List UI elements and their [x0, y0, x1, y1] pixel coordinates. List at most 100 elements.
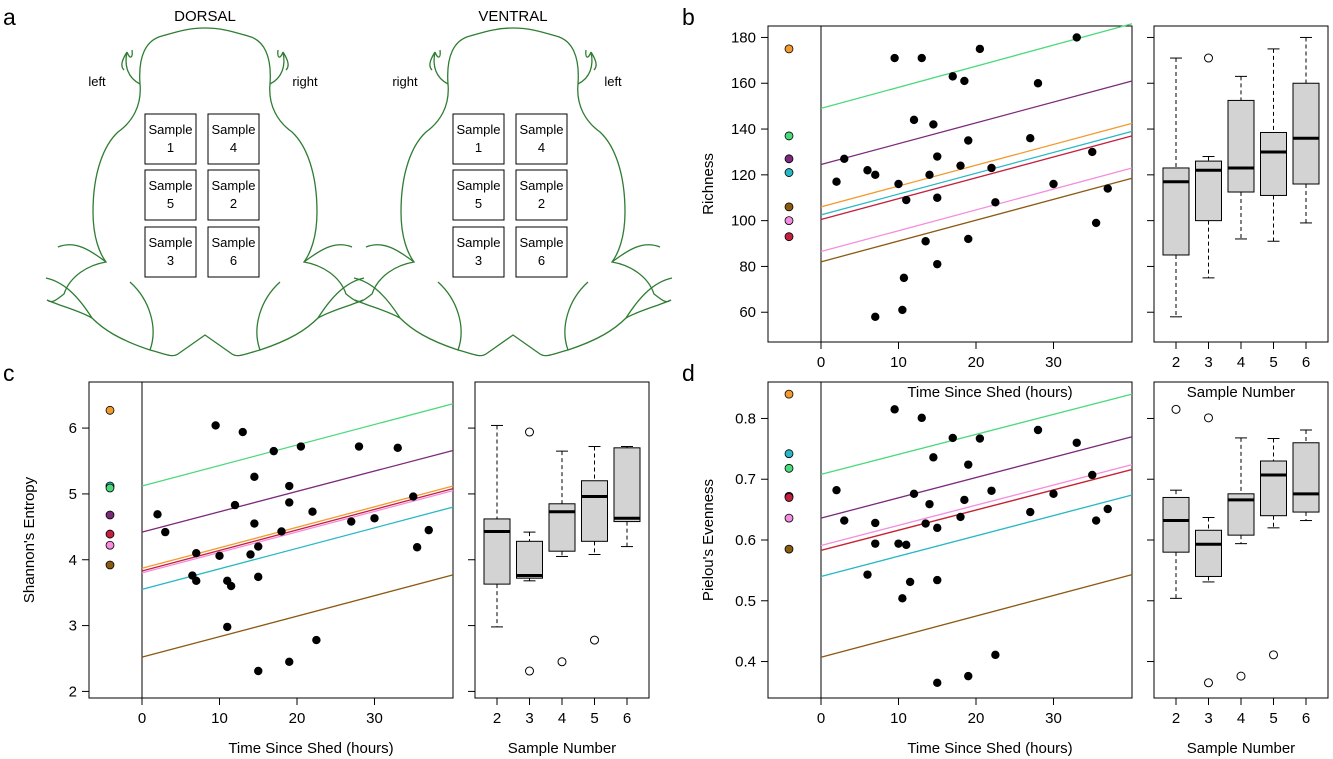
- sample-box-number: 4: [538, 140, 545, 155]
- y-tick-label: 0.7: [735, 471, 756, 488]
- x-tick-label: 20: [968, 710, 985, 727]
- outlier-point: [525, 427, 534, 437]
- data-point: [192, 548, 201, 558]
- y-tick-label: 2: [69, 683, 77, 700]
- data-point: [871, 170, 880, 180]
- data-point: [964, 460, 973, 469]
- data-point: [215, 551, 224, 560]
- intercept-point-red: [105, 529, 115, 539]
- boxplot-sample-6: [1292, 429, 1320, 522]
- sample-box-word: Sample: [519, 122, 563, 137]
- frog-body-outline-dorsal: [46, 27, 364, 357]
- regression-line-red: [820, 135, 1133, 221]
- intercept-point-green: [105, 483, 115, 493]
- sample-box-frame: [452, 113, 505, 165]
- intercept-point-purple: [784, 154, 794, 164]
- data-point: [964, 136, 973, 145]
- data-point: [960, 495, 969, 505]
- sample-box-number: 1: [475, 140, 482, 155]
- boxplot-sample-4: [548, 450, 576, 667]
- intercept-point-purple: [105, 510, 115, 520]
- left-forelimb-dorsal: [121, 49, 141, 85]
- sample-box-word: Sample: [456, 235, 500, 250]
- y-tick-label: 0.8: [735, 410, 756, 427]
- intercept-point-brown: [784, 202, 794, 212]
- data-point: [933, 575, 942, 585]
- data-point: [1049, 179, 1058, 189]
- data-point: [890, 405, 899, 414]
- data-point: [948, 72, 957, 81]
- data-point: [909, 115, 919, 125]
- data-point: [1088, 470, 1097, 480]
- data-point: [917, 53, 926, 63]
- data-point: [960, 76, 969, 86]
- regression-line-purple: [820, 80, 1133, 166]
- data-point: [226, 581, 236, 591]
- sample-box-frame: [515, 169, 568, 221]
- x-tick-label: 20: [289, 710, 306, 727]
- data-point: [223, 622, 232, 632]
- sample-box-frame: [515, 113, 568, 165]
- sample-box-ventral-1: Sample 1: [452, 113, 505, 165]
- sample-box-dorsal-4: Sample 4: [207, 113, 260, 165]
- data-point: [871, 518, 880, 528]
- panel-letter-d: d: [682, 360, 695, 386]
- side-label-right-ventral: left: [604, 74, 622, 89]
- boxplot-x-tick-label: 4: [1237, 354, 1245, 371]
- data-point: [956, 512, 965, 522]
- y-axis-label: Shannon's Entropy: [21, 476, 38, 603]
- intercept-point-pink: [784, 216, 794, 226]
- x-axis-label: Time Since Shed (hours): [907, 384, 1072, 401]
- sample-box-word: Sample: [148, 235, 192, 250]
- left-forelimb-ventral: [429, 49, 449, 85]
- data-point: [347, 517, 356, 526]
- right-hindlimb-dorsal: [256, 244, 365, 351]
- sample-box-frame: [515, 226, 568, 278]
- data-point: [840, 154, 849, 164]
- sample-box-number: 2: [538, 196, 545, 211]
- boxplot-x-axis-label: Sample Number: [1187, 384, 1295, 401]
- data-point: [409, 492, 418, 501]
- boxplot-x-tick-label: 5: [1269, 710, 1277, 727]
- right-hindlimb-ventral: [564, 244, 673, 351]
- data-point: [948, 433, 957, 443]
- intercept-point-cyan: [784, 449, 794, 459]
- boxplot-x-tick-label: 2: [1172, 710, 1180, 727]
- data-point: [863, 166, 872, 175]
- x-tick-label: 30: [1045, 354, 1062, 371]
- data-point: [975, 434, 985, 443]
- data-point: [161, 527, 170, 537]
- regression-line-orange: [820, 122, 1133, 208]
- sample-box-frame: [144, 113, 197, 165]
- data-point: [929, 120, 938, 129]
- sample-box-dorsal-1: Sample 1: [144, 113, 197, 165]
- boxplot-x-tick-label: 6: [1302, 710, 1310, 727]
- y-tick-label: 6: [69, 420, 77, 437]
- data-point: [902, 195, 911, 205]
- x-axis-label: Time Since Shed (hours): [228, 740, 393, 757]
- regression-line-brown: [820, 574, 1133, 658]
- sample-box-word: Sample: [148, 178, 192, 193]
- data-point: [840, 516, 849, 525]
- data-point: [230, 500, 240, 510]
- sample-box-number: 5: [167, 196, 174, 211]
- data-point: [933, 678, 942, 688]
- regression-line-cyan: [820, 494, 1133, 578]
- panel-d-pielou: 0.4 0.5 0.6 0.7 0.8 Pielou's Evenness 0 10 20 30 T…: [700, 381, 1329, 757]
- side-label-left-dorsal: left: [88, 74, 106, 89]
- boxplot-x-tick-label: 6: [623, 710, 631, 727]
- outlier-point: [1269, 650, 1278, 660]
- intercept-point-red: [784, 493, 794, 502]
- regression-line-red: [141, 488, 454, 572]
- data-point: [153, 510, 162, 519]
- boxplot-x-tick-label: 5: [1269, 354, 1277, 371]
- boxplot-sample-2: [1162, 57, 1190, 318]
- boxplot-x-axis-label: Sample Number: [1187, 740, 1295, 757]
- sample-box-word: Sample: [148, 122, 192, 137]
- data-point: [393, 443, 402, 453]
- x-tick-label: 30: [366, 710, 383, 727]
